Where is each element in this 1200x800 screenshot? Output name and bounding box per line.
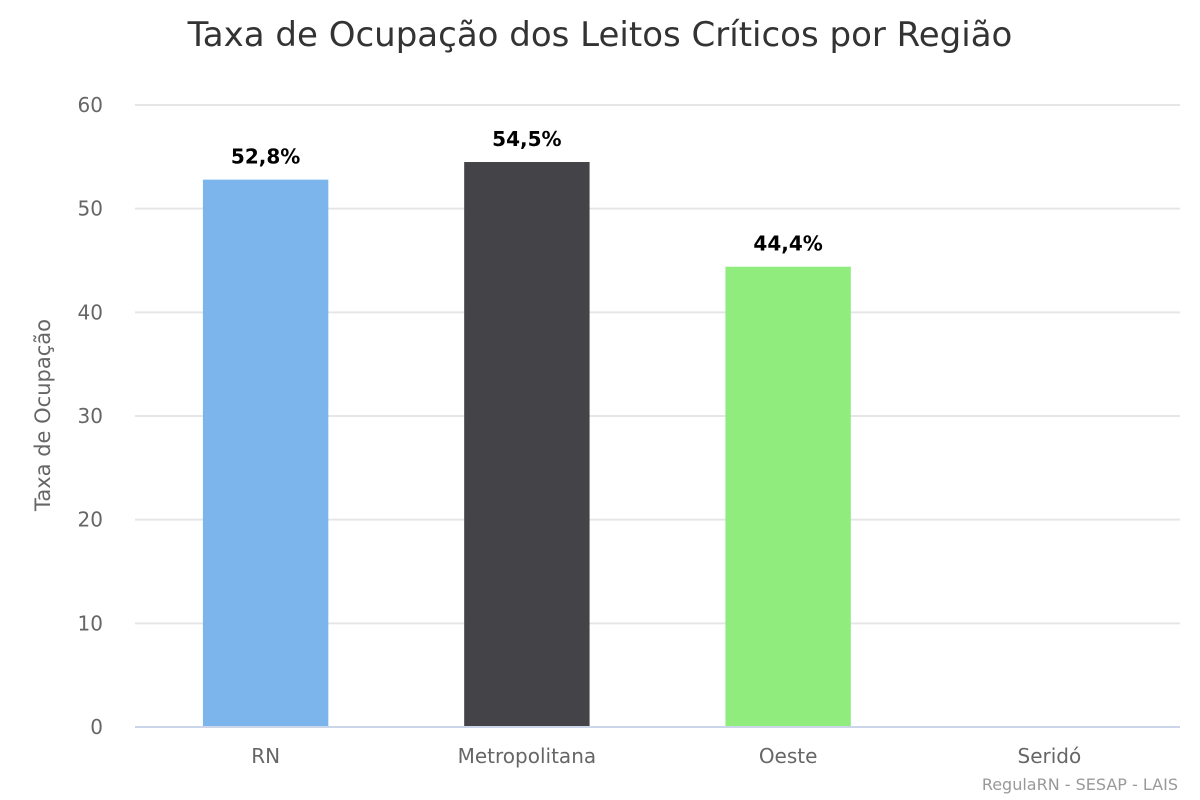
bars bbox=[202, 162, 851, 727]
x-axis: RN Metropolitana Oeste Seridó bbox=[135, 726, 1180, 768]
credits[interactable]: RegulaRN - SESAP - LAIS bbox=[982, 775, 1178, 794]
y-tick-label: 0 bbox=[90, 715, 103, 739]
data-label: 52,8% bbox=[231, 145, 300, 169]
y-tick-label: 30 bbox=[78, 404, 103, 428]
y-tick-label: 60 bbox=[78, 93, 103, 117]
y-axis-title: Taxa de Ocupação bbox=[31, 319, 55, 512]
bar-oeste[interactable] bbox=[725, 266, 851, 727]
y-tick-label: 50 bbox=[78, 197, 103, 221]
y-tick-label: 10 bbox=[78, 611, 103, 635]
chart-title: Taxa de Ocupação dos Leitos Críticos por… bbox=[187, 15, 1013, 55]
bar-metropolitana[interactable] bbox=[464, 162, 590, 727]
x-tick-label: RN bbox=[251, 744, 280, 768]
x-tick-label: Metropolitana bbox=[458, 744, 597, 768]
data-label: 54,5% bbox=[492, 127, 561, 151]
y-tick-label: 20 bbox=[78, 508, 103, 532]
bar-rn[interactable] bbox=[202, 179, 329, 727]
data-label: 44,4% bbox=[753, 232, 822, 256]
x-tick-label: Seridó bbox=[1018, 744, 1082, 768]
data-labels: 52,8% 54,5% 44,4% bbox=[231, 127, 823, 256]
x-tick-label: Oeste bbox=[759, 744, 818, 768]
y-axis: 0 10 20 30 40 50 60 bbox=[78, 93, 103, 739]
y-tick-label: 40 bbox=[78, 300, 103, 324]
